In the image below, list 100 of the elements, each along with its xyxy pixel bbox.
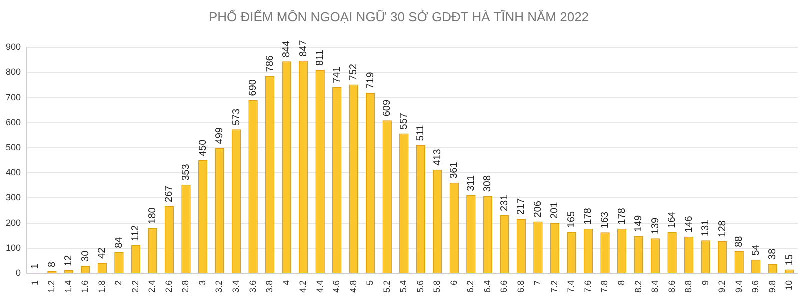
x-tick-label: 8 <box>616 280 626 286</box>
x-tick-label: 7.2 <box>549 280 560 294</box>
x-tick-label: 7.4 <box>566 280 576 294</box>
data-label: 163 <box>600 211 612 229</box>
x-tick-label: 5.8 <box>432 280 442 294</box>
data-label: 413 <box>432 148 444 166</box>
data-label: 719 <box>365 72 376 90</box>
x-tick-label: 1.6 <box>80 280 90 294</box>
x-tick-label: 4.8 <box>348 280 358 294</box>
data-label: 231 <box>499 194 510 212</box>
x-tick-label: 9.6 <box>750 280 761 294</box>
x-tick-label: 1.4 <box>63 280 74 294</box>
x-tick-label: 2 <box>114 280 124 286</box>
y-tick-label: 100 <box>6 242 22 253</box>
y-tick-label: 200 <box>6 218 22 228</box>
data-label: 811 <box>315 50 326 66</box>
x-tick-label: 2.6 <box>164 280 174 294</box>
data-label: 139 <box>650 217 662 235</box>
data-label: 178 <box>583 208 594 225</box>
y-tick-label: 300 <box>6 192 22 203</box>
data-label: 112 <box>130 224 142 242</box>
data-label: 847 <box>298 40 310 57</box>
data-label: 1 <box>30 263 42 270</box>
x-tick-label: 9 <box>700 280 710 286</box>
data-label: 165 <box>566 210 578 228</box>
x-tick-label: 8.6 <box>666 280 677 294</box>
x-tick-label: 8.2 <box>633 280 644 294</box>
x-tick-label: 8.8 <box>684 280 694 294</box>
data-label: 178 <box>616 208 628 225</box>
x-tick-label: 3.6 <box>248 280 258 294</box>
x-tick-label: 1.2 <box>46 280 57 294</box>
data-label: 88 <box>734 236 746 248</box>
data-label: 131 <box>700 219 712 237</box>
x-tick-label: 7.6 <box>582 280 593 294</box>
y-tick-label: 700 <box>6 92 22 102</box>
data-label: 786 <box>264 55 276 72</box>
data-label: 164 <box>667 211 678 228</box>
x-tick-label: 5.2 <box>382 280 392 294</box>
data-label: 690 <box>248 79 260 96</box>
data-label: 450 <box>198 139 209 157</box>
x-tick-label: 6.8 <box>516 280 526 294</box>
x-tick-label: 9.4 <box>734 280 744 294</box>
x-tick-label: 6.2 <box>466 280 476 294</box>
y-tick-label: 400 <box>6 168 22 178</box>
x-tick-label: 1.8 <box>96 280 107 294</box>
data-label: 511 <box>416 124 427 142</box>
data-label: 573 <box>231 108 242 126</box>
x-tick-label: 4.4 <box>314 280 325 294</box>
x-tick-label: 6.4 <box>482 280 492 294</box>
data-label: 752 <box>348 64 360 81</box>
x-tick-label: 9.2 <box>717 280 728 294</box>
x-tick-label: 5.4 <box>398 280 409 294</box>
x-tick-label: 6 <box>448 280 459 286</box>
data-label: 308 <box>482 175 494 192</box>
data-label: 149 <box>634 214 645 232</box>
data-label: 267 <box>164 185 176 202</box>
data-label: 30 <box>80 250 92 262</box>
x-tick-label: 5 <box>365 280 376 286</box>
data-label: 206 <box>532 200 544 218</box>
x-tick-label: 2.4 <box>147 280 158 294</box>
x-tick-label: 4 <box>281 280 292 286</box>
data-label: 38 <box>768 248 779 260</box>
data-label: 741 <box>332 66 343 84</box>
x-tick-label: 2.2 <box>130 280 140 294</box>
x-tick-label: 10 <box>784 280 794 291</box>
data-label: 361 <box>449 162 460 179</box>
data-label: 12 <box>64 254 75 266</box>
data-label: 844 <box>282 40 293 58</box>
data-label: 311 <box>466 175 477 192</box>
x-tick-label: 7.8 <box>600 280 610 294</box>
data-label: 42 <box>97 247 108 259</box>
y-tick-label: 0 <box>16 268 22 278</box>
y-tick-label: 500 <box>6 142 22 152</box>
x-tick-label: 3.4 <box>231 280 242 294</box>
data-label: 180 <box>147 207 158 224</box>
data-label: 128 <box>717 220 728 238</box>
x-tick-label: 8.4 <box>650 280 660 294</box>
data-label: 54 <box>750 244 762 256</box>
data-label: 15 <box>784 254 796 266</box>
data-label: 84 <box>114 236 125 248</box>
data-label: 499 <box>214 127 226 144</box>
x-tick-label: 7 <box>532 280 543 286</box>
y-tick-label: 800 <box>6 67 22 78</box>
x-tick-label: 4.6 <box>332 280 342 294</box>
data-label: 609 <box>382 100 394 117</box>
x-tick-label: 3.8 <box>264 280 275 294</box>
data-label: 217 <box>516 198 528 216</box>
data-label: 8 <box>46 261 58 268</box>
data-label: 146 <box>684 216 695 233</box>
x-tick-label: 4.2 <box>298 280 308 294</box>
x-tick-label: 2.8 <box>180 280 191 294</box>
data-label: 201 <box>550 202 561 220</box>
x-tick-label: 1 <box>30 280 40 286</box>
x-tick-label: 9.8 <box>767 280 778 294</box>
y-tick-label: 900 <box>6 42 22 52</box>
x-tick-label: 6.6 <box>499 280 510 294</box>
y-tick-label: 600 <box>6 117 22 128</box>
x-tick-label: 5.6 <box>415 280 426 294</box>
x-tick-label: 3 <box>197 280 208 286</box>
chart-title: PHỔ ĐIỂM MÔN NGOẠI NGỮ 30 SỞ GDĐT HÀ TĨNH NĂM 2022 <box>208 9 590 24</box>
